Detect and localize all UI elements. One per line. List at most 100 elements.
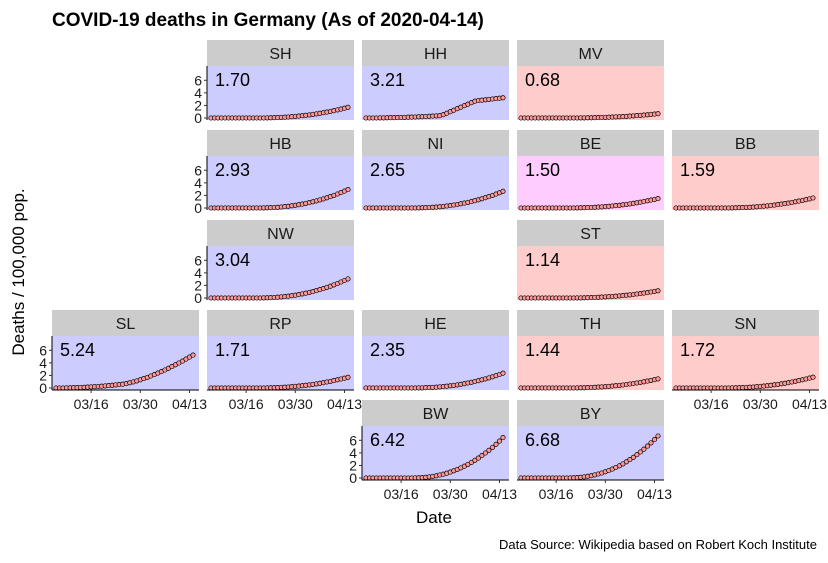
facet-strip-label: NI xyxy=(428,136,444,153)
facet-strip-label: BY xyxy=(580,406,602,423)
x-tick-label: 04/13 xyxy=(327,396,362,412)
panel-value-label: 1.59 xyxy=(680,160,715,180)
y-tick-label: 2 xyxy=(349,457,357,473)
facet-strip xyxy=(362,400,509,426)
panel-value-label: 1.71 xyxy=(215,340,250,360)
y-tick-label: 6 xyxy=(39,342,47,358)
data-point xyxy=(641,446,647,452)
data-point xyxy=(482,450,488,456)
facet-strip-label: SN xyxy=(734,316,756,333)
facet-panel-st: ST 1.14 xyxy=(517,220,664,301)
data-point xyxy=(810,195,816,201)
facet-strip xyxy=(207,220,354,246)
data-point xyxy=(489,444,496,450)
chart-title: COVID-19 deaths in Germany (As of 2020-0… xyxy=(52,10,484,31)
panel-value-label: 1.14 xyxy=(525,250,560,270)
panel-value-label: 1.72 xyxy=(680,340,715,360)
facet-panel-bb: BB 1.59 xyxy=(672,130,819,211)
y-tick-label: 0 xyxy=(39,380,47,396)
facet-panel-mv: MV 0.68 xyxy=(517,40,664,121)
data-point xyxy=(627,457,633,463)
x-tick-label: 03/30 xyxy=(588,486,623,502)
facet-strip xyxy=(52,310,199,336)
y-tick-label: 0 xyxy=(349,470,357,486)
x-tick-label: 04/13 xyxy=(172,396,207,412)
facet-strip xyxy=(362,310,509,336)
data-point xyxy=(500,95,506,101)
x-axis-title: Date xyxy=(416,508,452,527)
data-point xyxy=(493,441,499,447)
panel-value-label: 2.93 xyxy=(215,160,250,180)
panel-value-label: 3.04 xyxy=(215,250,250,270)
facet-strip xyxy=(517,400,664,426)
facet-strip-label: HH xyxy=(424,46,447,63)
data-point xyxy=(496,438,503,444)
data-point xyxy=(190,352,196,358)
facet-strip-label: BW xyxy=(423,406,450,423)
facet-strip-label: SL xyxy=(116,316,136,333)
facet-strip-label: ST xyxy=(580,226,601,243)
y-tick-label: 6 xyxy=(349,432,357,448)
panel-background xyxy=(362,66,509,120)
facet-strip-label: TH xyxy=(580,316,601,333)
facet-strip-label: BB xyxy=(735,136,756,153)
data-point xyxy=(637,449,643,455)
data-point xyxy=(655,376,661,382)
data-point xyxy=(472,457,478,463)
facet-strip xyxy=(207,310,354,336)
y-tick-label: 4 xyxy=(349,445,357,461)
facet-strip xyxy=(362,130,509,156)
data-source-caption: Data Source: Wikipedia based on Robert K… xyxy=(499,537,817,552)
facet-panel-be: BE 1.50 xyxy=(517,130,664,211)
data-point xyxy=(810,374,816,380)
panel-value-label: 6.42 xyxy=(370,430,405,450)
facet-panel-he: HE 2.35 xyxy=(362,310,509,391)
facet-strip xyxy=(517,310,664,336)
y-tick-label: 2 xyxy=(194,277,202,293)
data-point xyxy=(655,288,661,294)
facet-panel-hh: HH 3.21 xyxy=(362,40,509,121)
y-tick-label: 4 xyxy=(194,175,202,191)
facet-strip-label: HE xyxy=(424,316,446,333)
panel-value-label: 2.65 xyxy=(370,160,405,180)
data-point xyxy=(475,455,481,461)
data-point xyxy=(500,370,506,376)
facet-strip xyxy=(517,220,664,246)
facet-panel-th: TH 1.44 xyxy=(517,310,664,391)
data-point xyxy=(486,447,492,453)
facet-panel-ni: NI 2.65 xyxy=(362,130,509,211)
facet-strip xyxy=(672,310,819,336)
panel-value-label: 0.68 xyxy=(525,70,560,90)
data-point xyxy=(655,111,661,117)
facet-panel-by: BY 6.68 03/16 03/30 04/13 xyxy=(517,400,672,502)
data-point xyxy=(345,104,351,110)
facet-panels: SH1.700246HH3.21MV0.68HB2.930246NI2.65BE… xyxy=(39,40,827,502)
panel-background xyxy=(207,156,354,210)
facet-strip-label: RP xyxy=(269,316,291,333)
y-tick-label: 0 xyxy=(194,290,202,306)
data-point xyxy=(655,196,661,202)
x-tick-label: 03/30 xyxy=(433,486,468,502)
x-tick-label: 03/16 xyxy=(229,396,264,412)
facet-strip xyxy=(207,130,354,156)
panel-value-label: 2.35 xyxy=(370,340,405,360)
data-point xyxy=(630,454,636,460)
y-tick-label: 4 xyxy=(194,85,202,101)
y-tick-label: 6 xyxy=(194,72,202,88)
x-tick-label: 03/30 xyxy=(743,396,778,412)
facet-strip-label: MV xyxy=(579,46,603,63)
y-tick-label: 2 xyxy=(194,97,202,113)
facet-panel-rp: RP 1.71 03/16 03/30 04/13 xyxy=(207,310,362,412)
x-tick-label: 03/16 xyxy=(384,486,419,502)
panel-value-label: 1.44 xyxy=(525,340,560,360)
x-tick-label: 03/16 xyxy=(539,486,574,502)
facet-strip-label: BE xyxy=(580,136,601,153)
data-point xyxy=(655,433,661,439)
x-tick-label: 04/13 xyxy=(792,396,827,412)
panel-value-label: 1.50 xyxy=(525,160,560,180)
facet-strip-label: HB xyxy=(269,136,291,153)
